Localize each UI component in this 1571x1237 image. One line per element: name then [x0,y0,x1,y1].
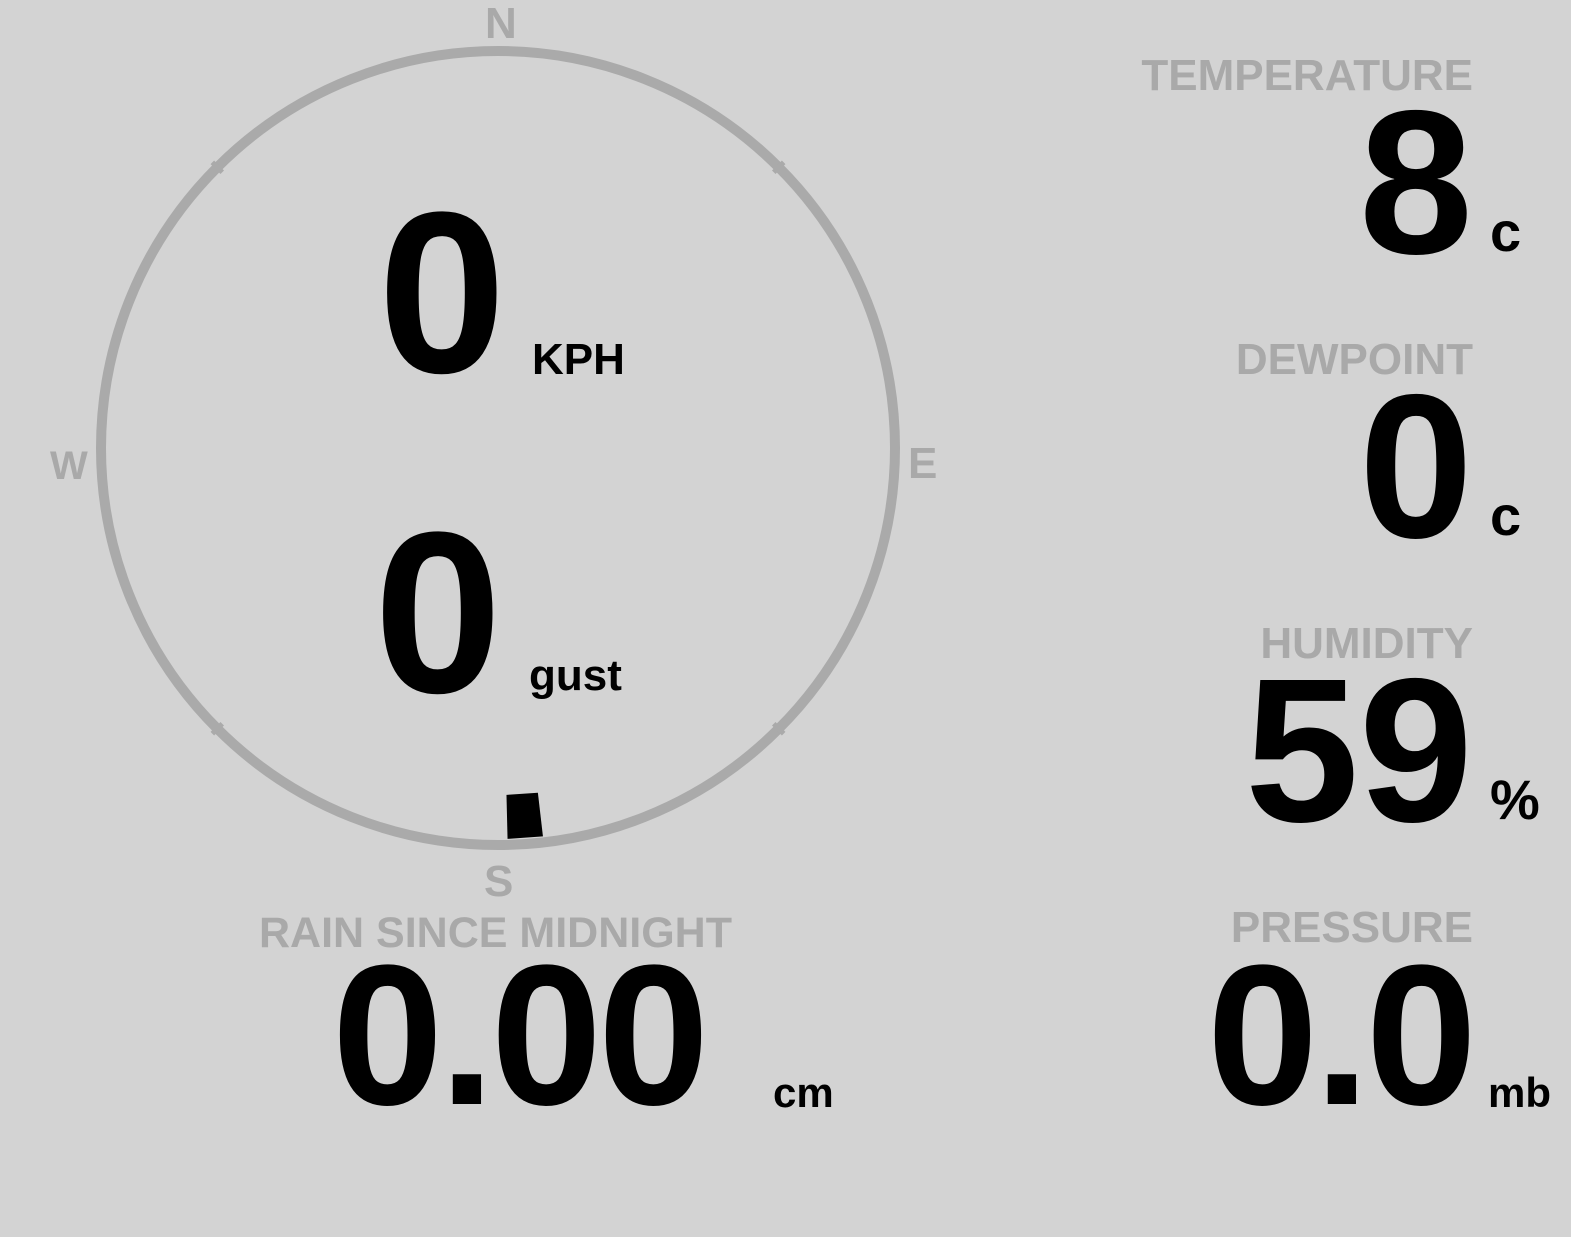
wind-direction-marker [506,792,543,839]
dewpoint-unit: c [1490,484,1522,547]
humidity-value: 59 [1244,636,1473,865]
wind-compass [96,46,900,850]
compass-west-label: W [50,444,88,488]
rain-value: 0.00 [332,924,709,1147]
compass-ticks [210,160,786,736]
compass-tick [772,160,786,174]
dewpoint-label: DEWPOINT [1235,335,1473,384]
pressure-label: PRESSURE [1230,903,1473,952]
rain-unit: cm [773,1069,834,1116]
compass-tick [210,160,224,174]
compass-east-label: E [908,439,938,488]
compass-ring [96,46,900,850]
compass-north-label: N [485,0,517,48]
wind-speed-unit: KPH [532,335,625,384]
pressure-value: 0.0 [1206,924,1477,1147]
dewpoint-value: 0 [1358,352,1473,581]
humidity-label: HUMIDITY [1260,619,1473,668]
wind-gust-value: 0 [374,484,502,741]
compass-tick [210,722,224,736]
wind-gust-unit: gust [529,651,622,700]
temperature-unit: c [1490,200,1522,263]
compass-south-label: S [484,857,514,906]
rain-label: RAIN SINCE MIDNIGHT [259,909,732,957]
pressure-unit: mb [1488,1069,1551,1116]
compass-tick [772,722,786,736]
humidity-unit: % [1490,768,1540,831]
temperature-value: 8 [1358,68,1473,297]
temperature-label: TEMPERATURE [1141,51,1473,100]
wind-speed-value: 0 [378,164,506,421]
